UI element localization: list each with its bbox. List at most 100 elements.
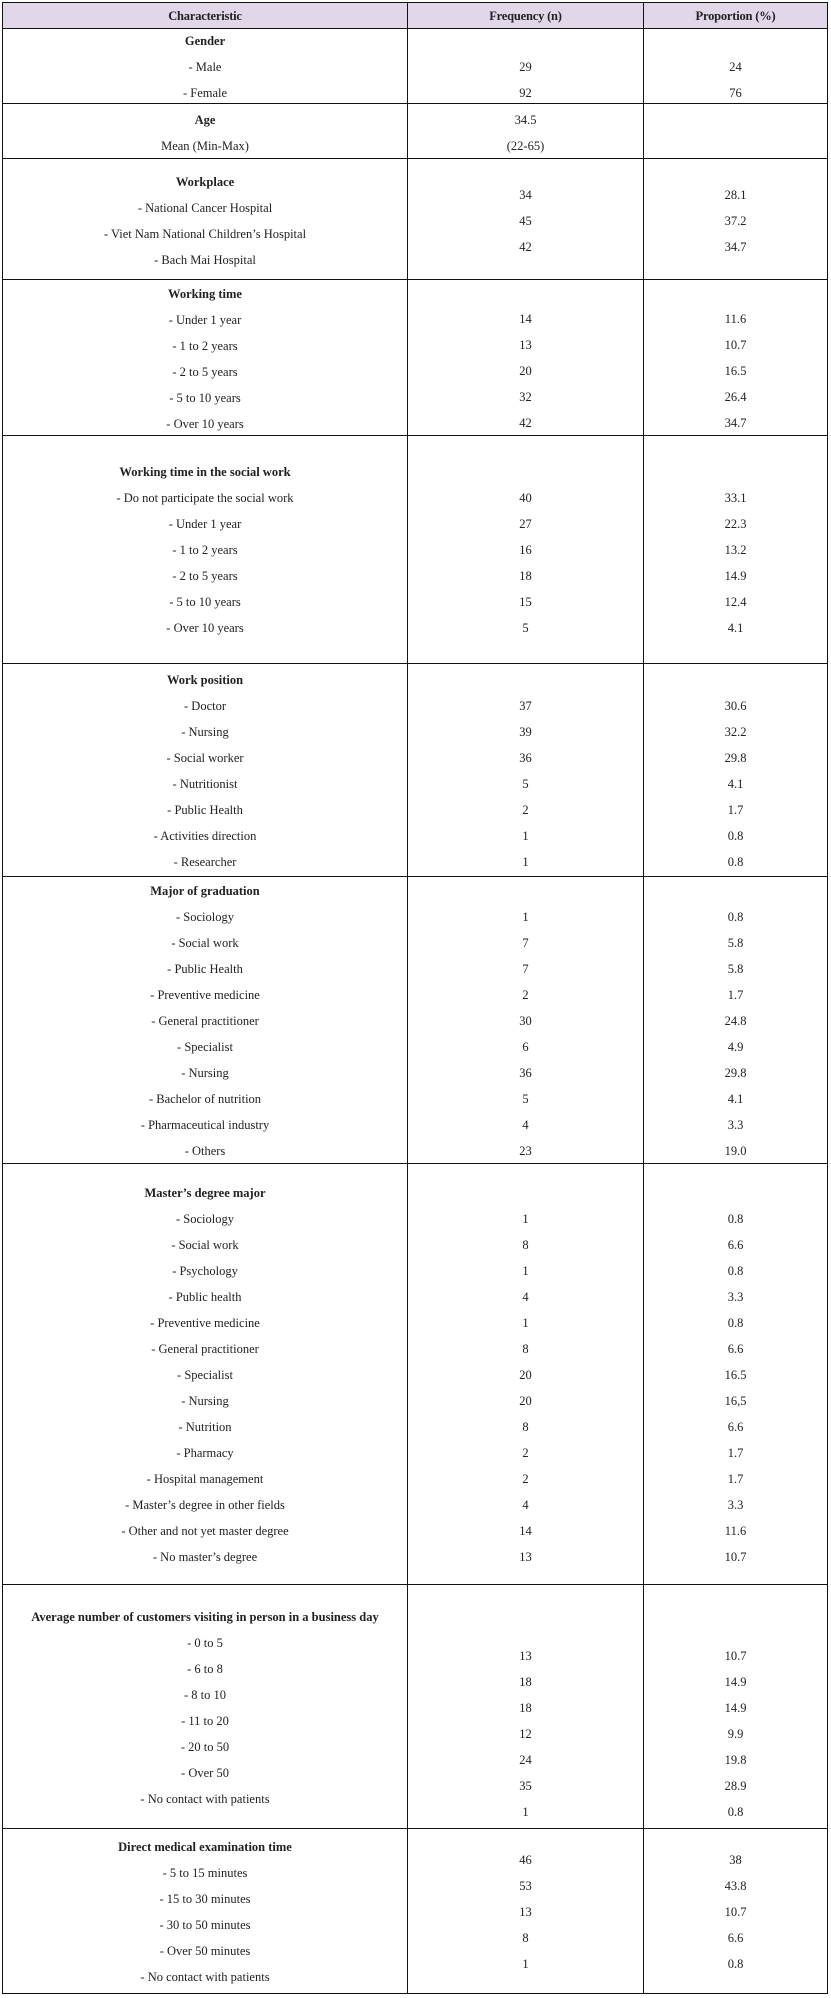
frequency-value: 2 xyxy=(522,803,529,817)
frequency-value: 13 xyxy=(519,1905,532,1919)
section-title: Average number of customers visiting in … xyxy=(31,1610,379,1624)
characteristic-item: - Under 1 year xyxy=(168,313,242,327)
section-title: Age xyxy=(194,113,216,127)
proportion-value: 1.7 xyxy=(727,803,744,817)
proportion-cell: 38 43.8 10.7 6.6 0.8 xyxy=(644,1829,827,1993)
proportion-value: 24 xyxy=(729,60,742,74)
frequency-value: 1 xyxy=(522,1212,529,1226)
proportion-value: 29.8 xyxy=(724,1066,747,1080)
proportion-value: 10.7 xyxy=(724,338,747,352)
proportion-value: 3.3 xyxy=(727,1290,744,1304)
characteristic-item: - 5 to 15 minutes xyxy=(162,1866,248,1880)
frequency-cell: 1 7 7 2 30 6 36 5 4 23 xyxy=(408,877,644,1163)
table-section-row: Average number of customers visiting in … xyxy=(2,1585,828,1829)
characteristic-item: - Over 10 years xyxy=(166,417,244,431)
frequency-value: 20 xyxy=(519,1394,532,1408)
frequency-value: 5 xyxy=(522,621,529,635)
proportion-value: 0.8 xyxy=(727,855,744,869)
characteristic-item: - Pharmacy xyxy=(176,1446,234,1460)
characteristic-item: - 1 to 2 years xyxy=(172,543,238,557)
proportion-value: 28.9 xyxy=(724,1779,747,1793)
characteristic-item: - No contact with patients xyxy=(140,1970,270,1984)
characteristic-item: - 20 to 50 xyxy=(180,1740,230,1754)
characteristic-item: - Sociology xyxy=(176,910,234,924)
table-section-row: Working time in the social work - Do not … xyxy=(2,436,828,664)
characteristic-item: - General practitioner xyxy=(151,1342,259,1356)
section-title: Gender xyxy=(184,34,226,48)
proportion-value: 0.8 xyxy=(727,1957,744,1971)
proportion-value: 13.2 xyxy=(724,543,747,557)
table-header-row: Characteristic Frequency (n) Proportion … xyxy=(2,2,828,29)
characteristic-item: - Specialist xyxy=(177,1040,233,1054)
characteristic-item: - Viet Nam National Children’s Hospital xyxy=(103,227,307,241)
characteristic-item: - Other and not yet master degree xyxy=(121,1524,289,1538)
characteristic-item: - 5 to 10 years xyxy=(169,595,241,609)
proportion-value: 32.2 xyxy=(724,725,747,739)
proportion-value: 24.8 xyxy=(724,1014,747,1028)
proportion-value: 0.8 xyxy=(727,1212,744,1226)
frequency-value: 37 xyxy=(519,699,532,713)
characteristic-cell: Gender - Male - Female xyxy=(3,27,408,103)
characteristic-item: - Doctor xyxy=(184,699,226,713)
proportion-value: 4.1 xyxy=(727,1092,744,1106)
frequency-value: 30 xyxy=(519,1014,532,1028)
characteristic-item: - Over 50 xyxy=(181,1766,229,1780)
proportion-cell: 0.8 5.8 5.8 1.7 24.8 4.9 29.8 4.1 3.3 19.0 xyxy=(644,877,827,1163)
proportion-value: 38 xyxy=(729,1853,742,1867)
characteristic-item: - No contact with patients xyxy=(140,1792,270,1806)
section-title: Master’s degree major xyxy=(144,1186,266,1200)
proportion-value: 16.5 xyxy=(724,1368,747,1382)
frequency-cell: 34 45 42 xyxy=(408,159,644,279)
characteristic-item: - Preventive medicine xyxy=(150,1316,260,1330)
proportion-value: 10.7 xyxy=(724,1550,747,1564)
frequency-cell: 37 39 36 5 2 1 1 xyxy=(408,664,644,876)
proportion-value: 6.6 xyxy=(727,1420,744,1434)
characteristic-cell: Work position - Doctor - Nursing - Social w… xyxy=(3,664,408,876)
characteristic-item: - 11 to 20 xyxy=(181,1714,229,1728)
characteristic-item: - Psychology xyxy=(172,1264,238,1278)
frequency-value: 5 xyxy=(522,777,529,791)
characteristic-item: - Public Health xyxy=(167,962,243,976)
frequency-value: 5 xyxy=(522,1092,529,1106)
proportion-cell: 30.6 32.2 29.8 4.1 1.7 0.8 0.8 xyxy=(644,664,827,876)
frequency-value: 29 xyxy=(519,60,532,74)
frequency-value: 4 xyxy=(522,1290,529,1304)
frequency-value: 1 xyxy=(522,1316,529,1330)
frequency-value: 45 xyxy=(519,214,532,228)
frequency-value: 34.5 xyxy=(514,113,537,127)
frequency-value: 13 xyxy=(519,1649,532,1663)
characteristic-item: - Sociology xyxy=(176,1212,234,1226)
frequency-value: 24 xyxy=(519,1753,532,1767)
frequency-value: 53 xyxy=(519,1879,532,1893)
header-characteristic-label: Characteristic xyxy=(168,9,242,23)
frequency-value: 2 xyxy=(522,1472,529,1486)
proportion-value: 4.1 xyxy=(727,777,744,791)
frequency-value: 8 xyxy=(522,1238,529,1252)
header-frequency-label: Frequency (n) xyxy=(489,9,562,23)
characteristic-item: - Nursing xyxy=(181,1066,229,1080)
characteristic-cell: Major of graduation - Sociology - Social w… xyxy=(3,877,408,1163)
proportion-value: 26.4 xyxy=(724,390,747,404)
proportion-value: 12.4 xyxy=(724,595,747,609)
proportion-value: 4.9 xyxy=(727,1040,744,1054)
characteristic-cell: Direct medical examination time - 5 to 15… xyxy=(3,1829,408,1993)
frequency-value: 1 xyxy=(522,829,529,843)
header-frequency: Frequency (n) xyxy=(408,3,644,28)
proportion-value: 19.0 xyxy=(724,1144,747,1158)
proportion-value: 22.3 xyxy=(724,517,747,531)
proportion-value: 6.6 xyxy=(727,1931,744,1945)
characteristic-item: - Do not participate the social work xyxy=(116,491,294,505)
characteristic-item: - 0 to 5 xyxy=(187,1636,223,1650)
characteristic-item: - Activities direction xyxy=(153,829,257,843)
characteristic-item: - General practitioner xyxy=(151,1014,259,1028)
frequency-value: 7 xyxy=(522,962,529,976)
frequency-value: 39 xyxy=(519,725,532,739)
frequency-value: 32 xyxy=(519,390,532,404)
characteristic-item: - Nursing xyxy=(181,1394,229,1408)
proportion-cell: 24 76 xyxy=(644,27,827,103)
frequency-value: 20 xyxy=(519,1368,532,1382)
characteristic-cell: Working time - Under 1 year - 1 to 2 years… xyxy=(3,280,408,435)
proportion-value: 14.9 xyxy=(724,569,747,583)
proportion-value: 16.5 xyxy=(724,364,747,378)
proportion-value: 76 xyxy=(729,86,742,100)
